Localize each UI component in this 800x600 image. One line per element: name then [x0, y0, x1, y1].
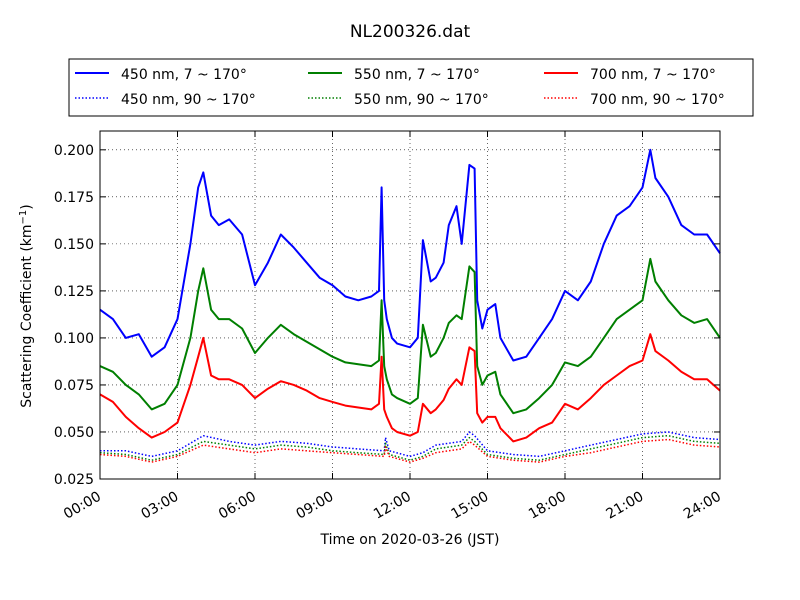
grid-lines — [100, 131, 720, 480]
legend-label-0: 450 nm, 7 ~ 170° — [121, 67, 247, 83]
y-axis-label-text: Scattering Coefficient (km — [19, 224, 35, 407]
x-tick-label: 06:00 — [216, 489, 259, 523]
legend-label-4: 550 nm, 90 ~ 170° — [354, 92, 489, 108]
x-tick-label: 00:00 — [61, 489, 104, 523]
y-tick-label: 0.125 — [54, 284, 94, 300]
y-tick-label: 0.175 — [54, 190, 94, 206]
y-tick-label: 0.075 — [54, 378, 94, 394]
series-line-4 — [99, 434, 721, 461]
x-tick-label: 09:00 — [294, 489, 337, 523]
chart-title: NL200326.dat — [350, 22, 471, 42]
x-tick-label: 03:00 — [139, 489, 182, 523]
y-axis-label-close: ) — [19, 204, 35, 209]
y-tick-label: 0.050 — [54, 425, 94, 441]
x-tick-label: 12:00 — [371, 489, 414, 523]
legend-label-2: 700 nm, 7 ~ 170° — [590, 67, 716, 83]
y-tick-label: 0.100 — [54, 331, 94, 347]
x-axis-label: Time on 2020-03-26 (JST) — [320, 532, 500, 548]
series-line-0 — [99, 148, 721, 362]
legend-label-1: 550 nm, 7 ~ 170° — [354, 67, 480, 83]
x-tick-label: 21:00 — [604, 489, 647, 523]
x-tick-label: 18:00 — [526, 489, 569, 523]
y-tick-label: 0.200 — [54, 143, 94, 159]
legend-box — [68, 58, 754, 117]
legend: 450 nm, 7 ~ 170° 550 nm, 7 ~ 170° 700 nm, … — [68, 58, 754, 117]
legend-label-3: 450 nm, 90 ~ 170° — [121, 92, 256, 108]
legend-label-5: 700 nm, 90 ~ 170° — [590, 92, 725, 108]
series-line-5 — [99, 438, 721, 463]
series-line-3 — [100, 431, 721, 458]
y-axis-label-unit-exponent: −1 — [18, 210, 29, 225]
x-tick-label: 15:00 — [449, 489, 492, 523]
series-line-2 — [99, 333, 721, 443]
y-tick-label: 0.150 — [54, 237, 94, 253]
x-tick-label: 24:00 — [681, 489, 724, 523]
y-tick-label: 0.025 — [54, 472, 94, 488]
series-group — [99, 148, 721, 463]
y-axis-label: Scattering Coefficient (km−1) — [18, 204, 35, 408]
series-line-1 — [99, 257, 721, 415]
